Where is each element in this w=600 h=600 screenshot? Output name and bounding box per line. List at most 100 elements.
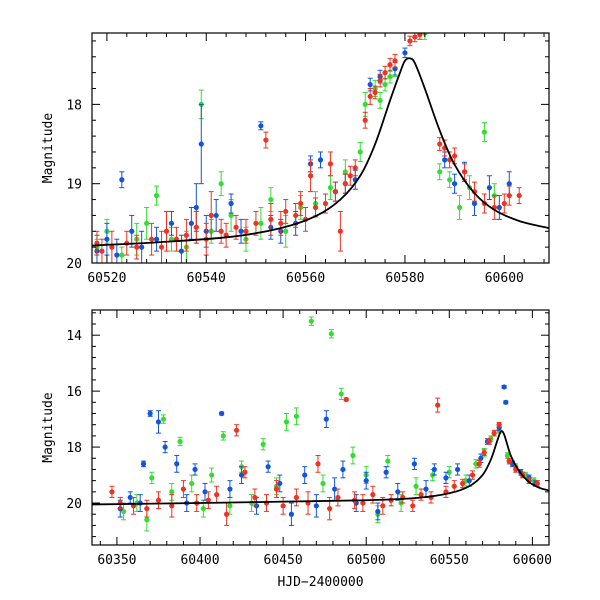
lower-point-red-11	[233, 427, 240, 433]
lower-point-red-35	[459, 480, 466, 487]
upper-point-red-35	[367, 93, 373, 100]
upper-point-red-26	[312, 204, 319, 211]
lower-xtick-label-2: 60450	[264, 553, 303, 568]
lower-point-green-35	[504, 452, 511, 459]
lower-point-red-24	[360, 500, 366, 506]
upper-point-red-12	[208, 212, 214, 219]
upper-point-red-29	[332, 189, 339, 195]
lower-point-blue-12	[227, 486, 233, 492]
upper-point-red-34	[362, 117, 368, 123]
lower-point-red-10	[224, 511, 230, 517]
lower-point-red-15	[273, 486, 280, 492]
lower-point-blue-29	[423, 486, 429, 492]
upper-point-red-7	[163, 228, 170, 234]
lower-point-red-20	[327, 506, 333, 512]
upper-point-blue-29	[442, 157, 448, 163]
lower-point-blue-19	[313, 503, 319, 509]
upper-xtick-label-3: 60580	[385, 271, 424, 286]
upper-point-blue-35	[506, 181, 512, 187]
upper-point-red-36	[372, 89, 378, 96]
lower-point-blue-22	[340, 466, 346, 473]
lower-point-blue-26	[383, 469, 389, 475]
upper-point-red-16	[243, 228, 249, 234]
lower-point-red-32	[435, 402, 441, 408]
upper-point-blue-14	[228, 200, 234, 207]
upper-point-blue-25	[367, 81, 373, 88]
lower-point-blue-31	[443, 475, 449, 481]
lower-point-red-8	[205, 497, 211, 503]
upper-point-blue-11	[198, 141, 204, 147]
lower-point-blue-9	[192, 466, 198, 473]
lower-point-red-9	[214, 492, 220, 498]
lower-point-blue-32	[455, 466, 461, 473]
lower-model-curve	[92, 430, 549, 506]
lower-xtick-label-0: 60350	[97, 553, 136, 568]
upper-point-red-38	[382, 70, 388, 76]
upper-point-blue-34	[496, 204, 502, 211]
lower-point-green-7	[189, 480, 195, 487]
lower-point-red-41	[496, 422, 502, 428]
upper-point-red-20	[278, 220, 284, 226]
upper-point-red-48	[461, 169, 468, 175]
upper-point-green-30	[447, 177, 453, 183]
upper-point-green-21	[357, 149, 363, 155]
upper-point-blue-13	[213, 212, 219, 219]
lower-ytick-label-0: 14	[66, 329, 82, 344]
lower-point-red-19	[315, 461, 321, 467]
lower-ytick-label-2: 18	[66, 441, 82, 456]
upper-ytick-label-1: 19	[66, 178, 82, 193]
lower-xtick-label-1: 60400	[180, 553, 219, 568]
lower-point-green-19	[320, 480, 326, 487]
upper-point-blue-10	[193, 204, 199, 211]
lower-point-red-39	[486, 438, 492, 445]
lower-point-blue-27	[395, 489, 401, 495]
upper-point-blue-7	[168, 220, 175, 226]
lower-point-blue-30	[431, 466, 437, 473]
upper-point-red-10	[193, 224, 199, 230]
upper-point-green-26	[387, 74, 393, 80]
lower-point-red-3	[144, 506, 150, 512]
lower-point-blue-18	[302, 472, 308, 478]
upper-point-green-11	[218, 181, 224, 187]
upper-point-green-22	[362, 101, 368, 107]
upper-point-green-31	[456, 204, 463, 211]
upper-point-blue-5	[139, 244, 145, 250]
upper-point-blue-9	[188, 220, 194, 226]
upper-ylabel: Magnitude	[41, 113, 56, 184]
lower-point-green-29	[446, 469, 452, 475]
upper-ytick-label-0: 18	[66, 98, 82, 113]
lower-point-red-25	[370, 492, 376, 498]
lower-point-red-5	[169, 503, 175, 509]
lower-plot-area	[92, 316, 549, 532]
upper-point-blue-4	[129, 228, 135, 234]
upper-light-curve-panel: 60520 60540 60560 60580 60600 18 19 20 Magnitude	[41, 32, 550, 286]
lower-point-blue-6	[162, 444, 168, 450]
lower-point-blue-17	[288, 511, 295, 517]
upper-point-red-27	[322, 200, 329, 207]
upper-point-blue-15	[238, 228, 244, 234]
lower-point-blue-1	[127, 494, 133, 501]
lower-point-blue-15	[265, 464, 271, 470]
upper-point-red-44	[437, 141, 443, 147]
lower-point-green-22	[350, 452, 356, 459]
lower-point-green-6	[177, 438, 183, 445]
lower-series-red	[109, 396, 540, 526]
lower-light-curve-panel: 60350 60400 60450 60500 60550 60600 14 16 18 20 Ma…	[41, 309, 552, 590]
upper-point-green-33	[481, 129, 488, 135]
upper-point-blue-2	[114, 252, 120, 258]
upper-point-red-41	[407, 38, 413, 44]
lower-point-green-18	[308, 318, 314, 324]
lower-point-green-10	[220, 433, 226, 439]
lower-point-red-16	[280, 503, 286, 509]
lower-point-red-29	[410, 503, 416, 509]
lower-point-red-26	[380, 503, 386, 509]
lower-point-red-21	[335, 494, 341, 501]
upper-point-red-40	[392, 58, 398, 64]
upper-point-green-4	[144, 220, 150, 226]
lower-point-red-17	[293, 494, 300, 501]
lower-point-blue-38	[503, 399, 509, 405]
upper-point-red-13	[218, 228, 224, 234]
upper-plot-frame	[91, 32, 550, 264]
lower-point-green-4	[160, 416, 167, 422]
